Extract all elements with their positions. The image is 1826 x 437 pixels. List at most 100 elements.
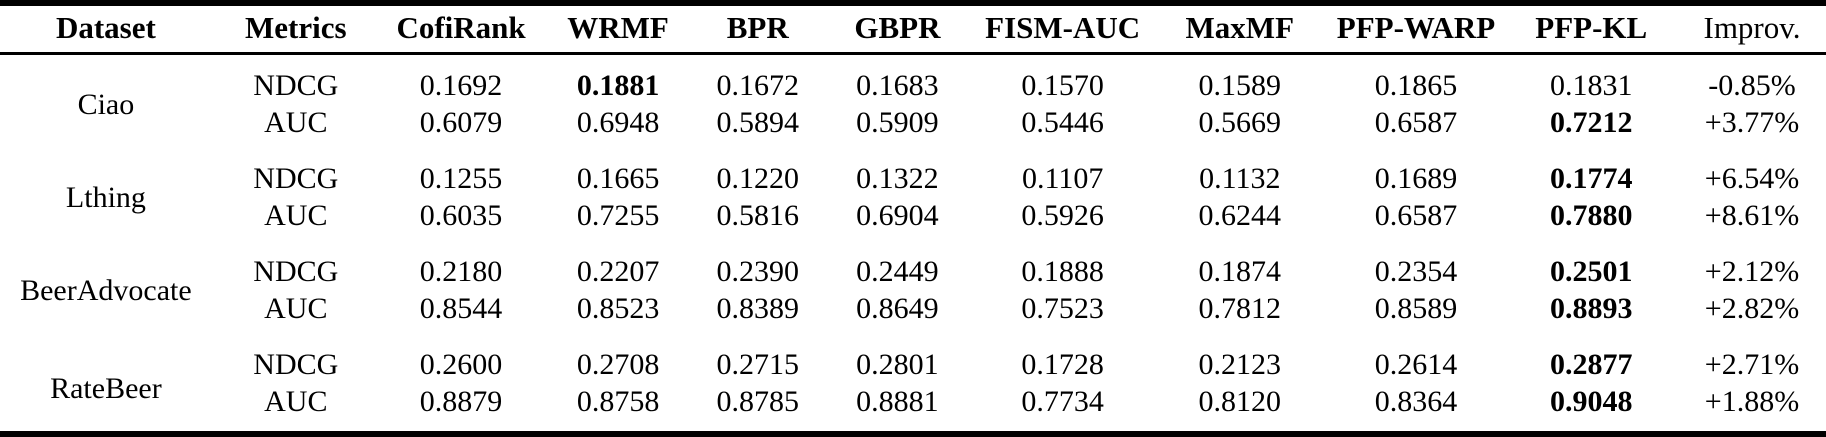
header-row: Dataset Metrics CofiRank WRMF BPR GBPR FISM-AU… xyxy=(0,3,1826,55)
dataset-group-ciao: Ciao NDCG 0.1692 0.1881 0.1672 0.1683 0.1570 0.… xyxy=(0,54,1826,142)
value-cell: 0.2501 xyxy=(1550,255,1633,289)
value-cell: 0.7812 xyxy=(1198,292,1282,326)
value-cell: 0.5909 xyxy=(856,106,939,140)
value-cell: 0.1874 xyxy=(1198,255,1282,289)
table-row: AUC 0.6079 0.6948 0.5894 0.5909 0.5446 0.5669 0… xyxy=(0,105,1826,142)
value-cell: 0.1107 xyxy=(1021,162,1104,196)
value-cell: 0.1831 xyxy=(1550,69,1633,103)
column-header-pfp-warp: PFP-WARP xyxy=(1327,3,1505,55)
value-cell: 0.8120 xyxy=(1198,384,1282,418)
column-header-gbpr: GBPR xyxy=(821,3,974,55)
value-cell: 0.2123 xyxy=(1198,348,1282,382)
improvement-cell: +2.71% xyxy=(1704,348,1800,382)
improvement-cell: +8.61% xyxy=(1704,199,1800,233)
value-cell: 0.1728 xyxy=(1021,348,1104,382)
value-cell: 0.6035 xyxy=(419,199,503,233)
value-cell: 0.5894 xyxy=(716,106,800,140)
value-cell: 0.1683 xyxy=(856,69,939,103)
improvement-cell: +3.77% xyxy=(1704,106,1800,140)
value-cell: 0.1220 xyxy=(716,162,800,196)
improvement-cell: +2.12% xyxy=(1704,255,1800,289)
metric-cell: NDCG xyxy=(253,162,339,196)
value-cell: 0.2600 xyxy=(419,348,503,382)
value-cell: 0.1689 xyxy=(1374,162,1458,196)
value-cell: 0.1589 xyxy=(1198,69,1282,103)
table-row: AUC 0.8879 0.8758 0.8785 0.8881 0.7734 0.8120 0… xyxy=(0,383,1826,434)
value-cell: 0.7734 xyxy=(1021,384,1104,418)
metric-cell: AUC xyxy=(264,106,328,140)
dataset-group-ratebeer: RateBeer NDCG 0.2600 0.2708 0.2715 0.2801 0.17… xyxy=(0,328,1826,434)
value-cell: 0.9048 xyxy=(1550,384,1633,418)
metric-cell: AUC xyxy=(264,384,328,418)
column-header-bpr: BPR xyxy=(693,3,822,55)
value-cell: 0.8589 xyxy=(1374,292,1458,326)
value-cell: 0.2354 xyxy=(1374,255,1458,289)
column-header-dataset: Dataset xyxy=(0,3,212,55)
dataset-cell: RateBeer xyxy=(50,371,162,405)
value-cell: 0.7880 xyxy=(1550,199,1633,233)
value-cell: 0.2390 xyxy=(716,255,800,289)
value-cell: 0.5816 xyxy=(716,199,800,233)
table-row: Ciao NDCG 0.1692 0.1881 0.1672 0.1683 0.1570 0.… xyxy=(0,54,1826,121)
value-cell: 0.8879 xyxy=(419,384,503,418)
metric-cell: NDCG xyxy=(253,255,339,289)
dataset-cell: Ciao xyxy=(77,87,135,121)
value-cell: 0.2449 xyxy=(856,255,939,289)
column-header-metrics: Metrics xyxy=(211,3,380,55)
value-cell: 0.5926 xyxy=(1021,199,1104,233)
value-cell: 0.8523 xyxy=(576,292,660,326)
dataset-group-lthing: Lthing NDCG 0.1255 0.1665 0.1220 0.1322 0.1107… xyxy=(0,142,1826,235)
value-cell: 0.1132 xyxy=(1199,162,1281,196)
value-cell: 0.1570 xyxy=(1021,69,1104,103)
value-cell: 0.2715 xyxy=(716,348,800,382)
value-cell: 0.1888 xyxy=(1021,255,1104,289)
value-cell: 0.2207 xyxy=(576,255,660,289)
value-cell: 0.8785 xyxy=(716,384,800,418)
column-header-wrmf: WRMF xyxy=(542,3,694,55)
value-cell: 0.1672 xyxy=(716,69,800,103)
improvement-cell: +6.54% xyxy=(1704,162,1800,196)
column-header-fism-auc: FISM-AUC xyxy=(973,3,1153,55)
value-cell: 0.2180 xyxy=(419,255,503,289)
value-cell: 0.2708 xyxy=(576,348,660,382)
table-row: RateBeer NDCG 0.2600 0.2708 0.2715 0.2801 0.17… xyxy=(0,328,1826,405)
value-cell: 0.5446 xyxy=(1021,106,1104,140)
column-header-improv-: Improv. xyxy=(1678,3,1826,55)
value-cell: 0.1692 xyxy=(419,69,503,103)
improvement-cell: +1.88% xyxy=(1704,384,1800,418)
value-cell: 0.8389 xyxy=(716,292,800,326)
metric-cell: AUC xyxy=(264,199,328,233)
value-cell: 0.6587 xyxy=(1374,199,1458,233)
column-header-maxmf: MaxMF xyxy=(1152,3,1328,55)
value-cell: 0.1774 xyxy=(1550,162,1633,196)
value-cell: 0.7212 xyxy=(1550,106,1633,140)
value-cell: 0.8649 xyxy=(856,292,939,326)
column-header-pfp-kl: PFP-KL xyxy=(1504,3,1678,55)
dataset-cell: BeerAdvocate xyxy=(20,273,192,307)
value-cell: 0.6587 xyxy=(1374,106,1458,140)
improvement-cell: +2.82% xyxy=(1704,292,1800,326)
improvement-cell: -0.85% xyxy=(1708,69,1796,103)
value-cell: 0.7255 xyxy=(576,199,660,233)
value-cell: 0.2801 xyxy=(856,348,939,382)
dataset-cell: Lthing xyxy=(65,180,146,214)
value-cell: 0.2614 xyxy=(1374,348,1458,382)
table-row: AUC 0.8544 0.8523 0.8389 0.8649 0.7523 0.7812 0… xyxy=(0,290,1826,327)
value-cell: 0.6948 xyxy=(576,106,660,140)
value-cell: 0.6244 xyxy=(1198,199,1282,233)
value-cell: 0.1322 xyxy=(856,162,939,196)
value-cell: 0.1881 xyxy=(576,69,660,103)
metric-cell: NDCG xyxy=(253,69,339,103)
dataset-group-beeradvocate: BeerAdvocate NDCG 0.2180 0.2207 0.2390 0.2449… xyxy=(0,235,1826,328)
table-row: BeerAdvocate NDCG 0.2180 0.2207 0.2390 0.2449… xyxy=(0,235,1826,307)
table-header: Dataset Metrics CofiRank WRMF BPR GBPR FISM-AU… xyxy=(0,3,1826,55)
value-cell: 0.1665 xyxy=(576,162,660,196)
value-cell: 0.8544 xyxy=(419,292,503,326)
value-cell: 0.6904 xyxy=(856,199,939,233)
column-header-cofirank: CofiRank xyxy=(379,3,543,55)
value-cell: 0.5669 xyxy=(1198,106,1282,140)
value-cell: 0.8893 xyxy=(1550,292,1633,326)
value-cell: 0.8758 xyxy=(576,384,660,418)
